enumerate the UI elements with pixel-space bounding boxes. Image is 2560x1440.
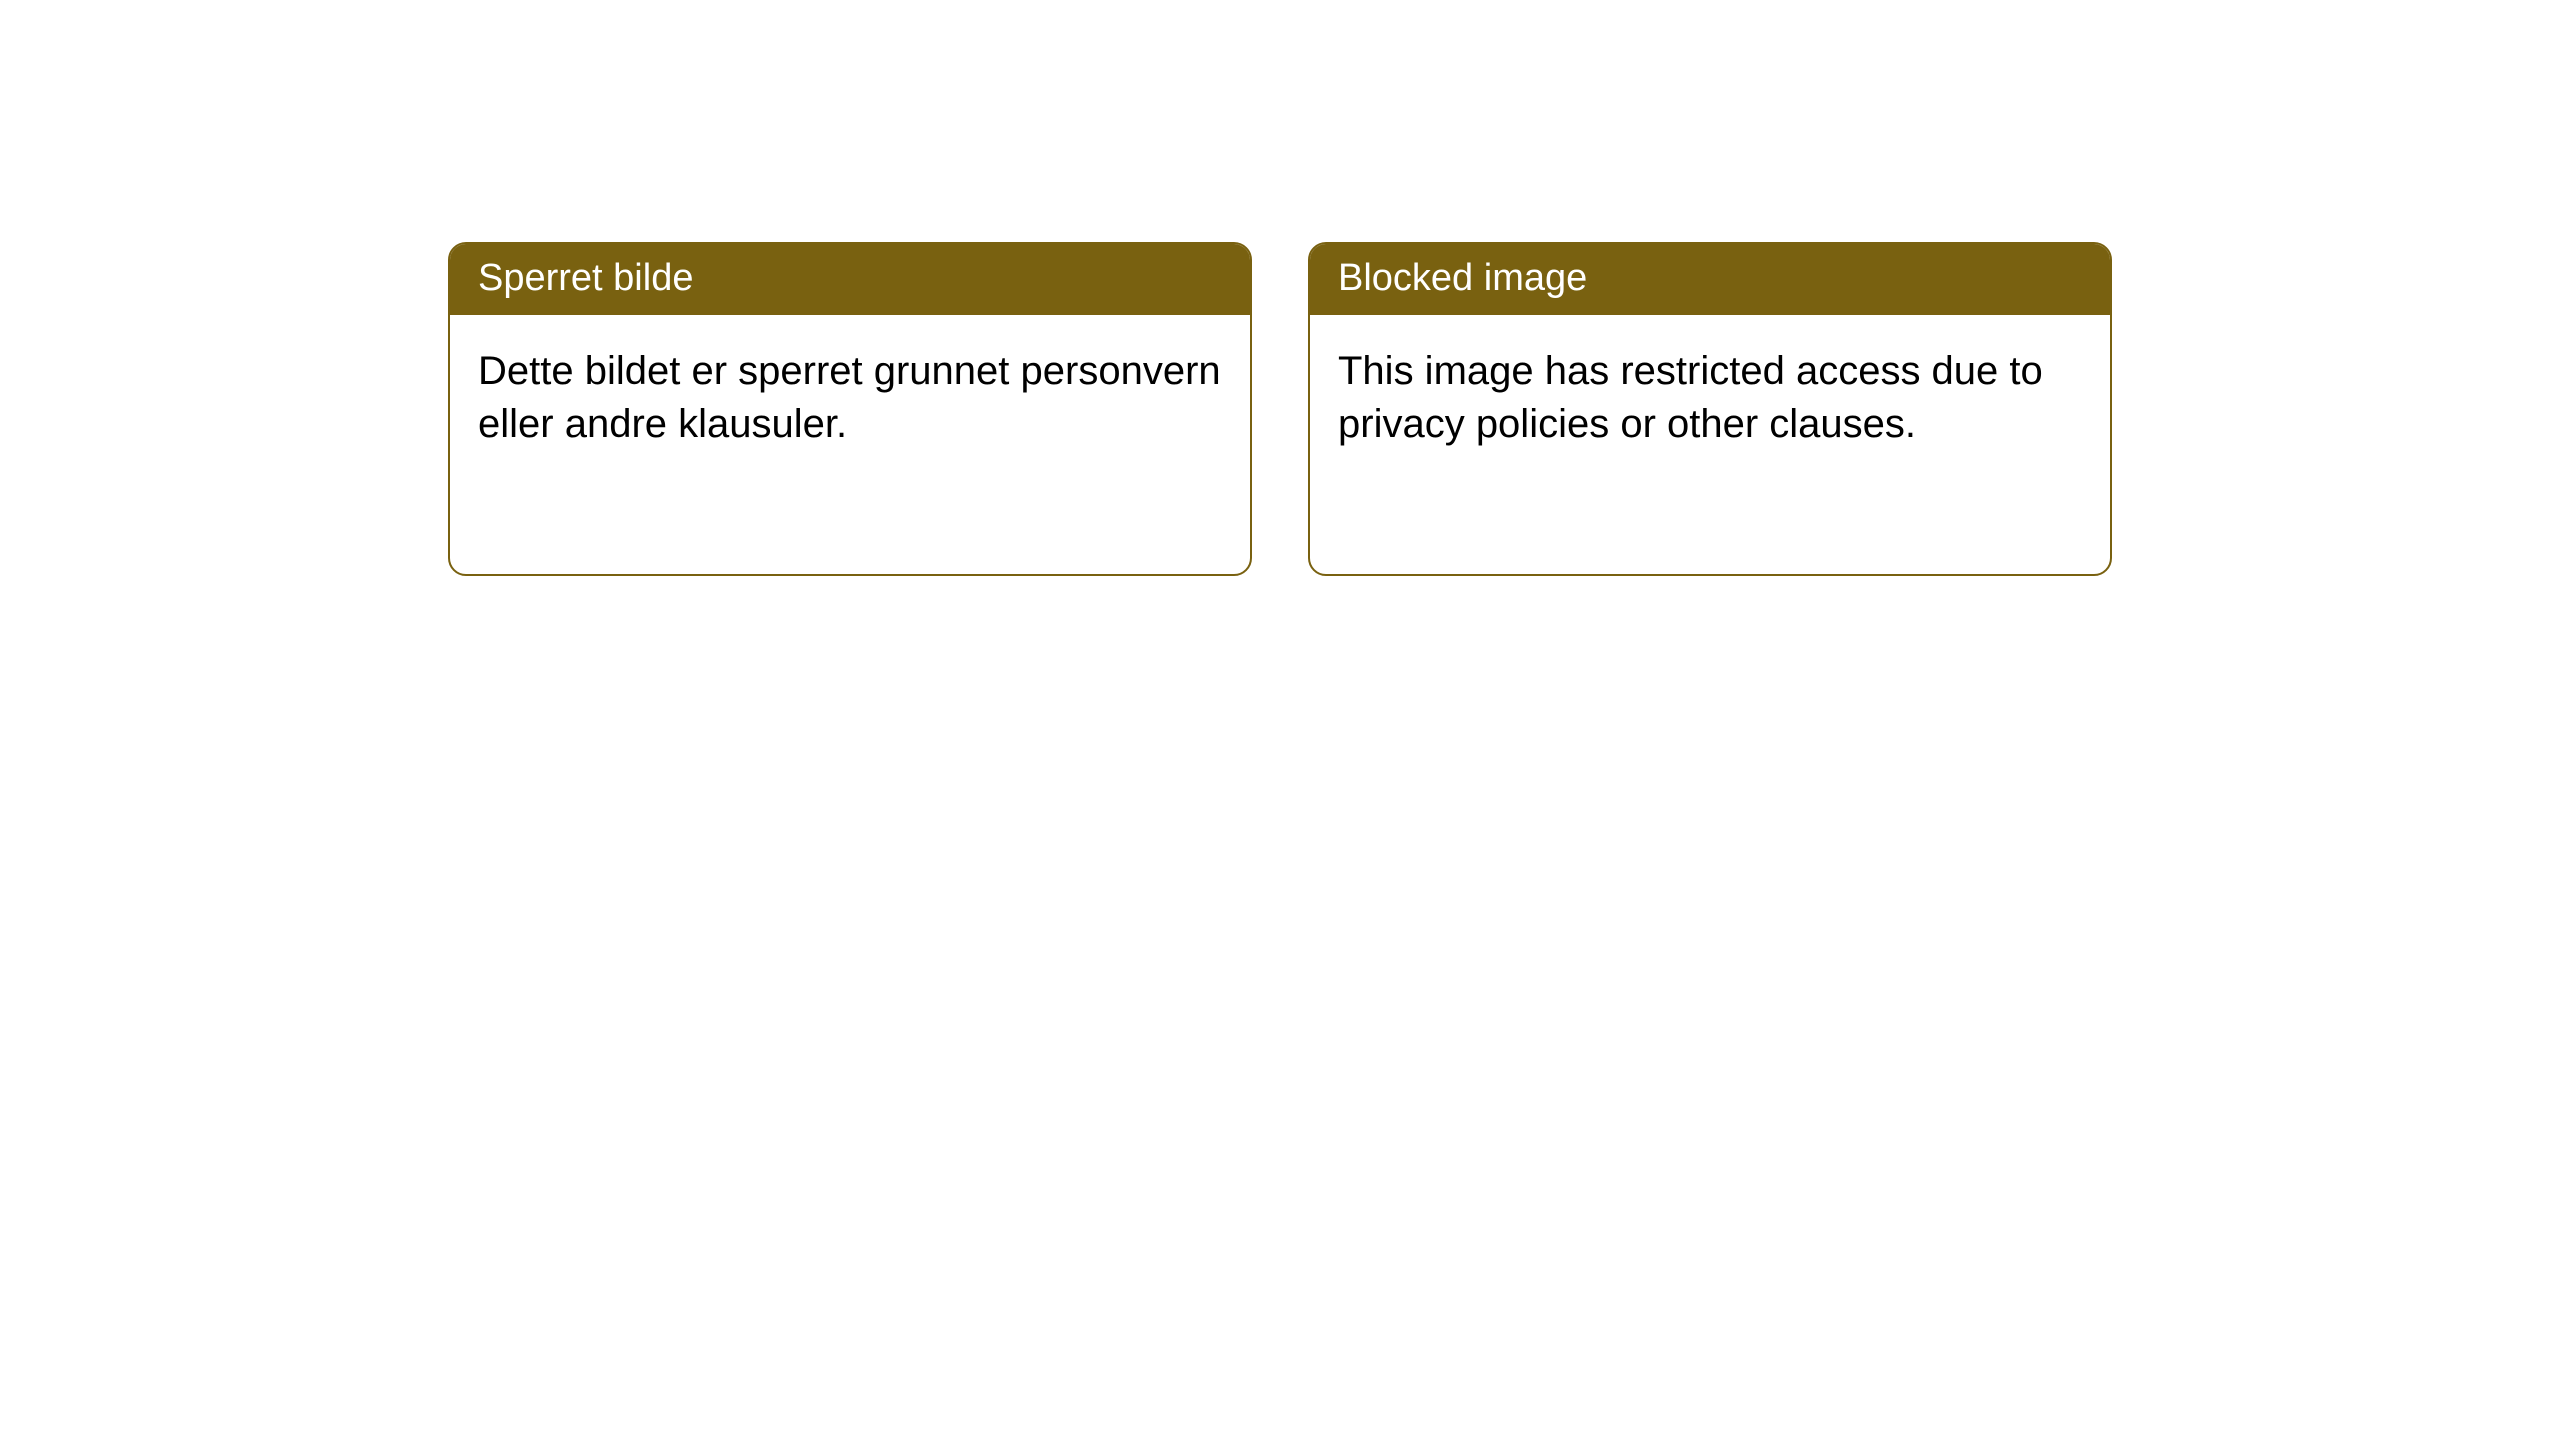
card-body: This image has restricted access due to … — [1310, 315, 2110, 481]
blocked-image-card-no: Sperret bilde Dette bildet er sperret gr… — [448, 242, 1252, 576]
notice-container: Sperret bilde Dette bildet er sperret gr… — [0, 0, 2560, 576]
card-header: Blocked image — [1310, 244, 2110, 315]
card-body: Dette bildet er sperret grunnet personve… — [450, 315, 1250, 481]
blocked-image-card-en: Blocked image This image has restricted … — [1308, 242, 2112, 576]
card-header: Sperret bilde — [450, 244, 1250, 315]
